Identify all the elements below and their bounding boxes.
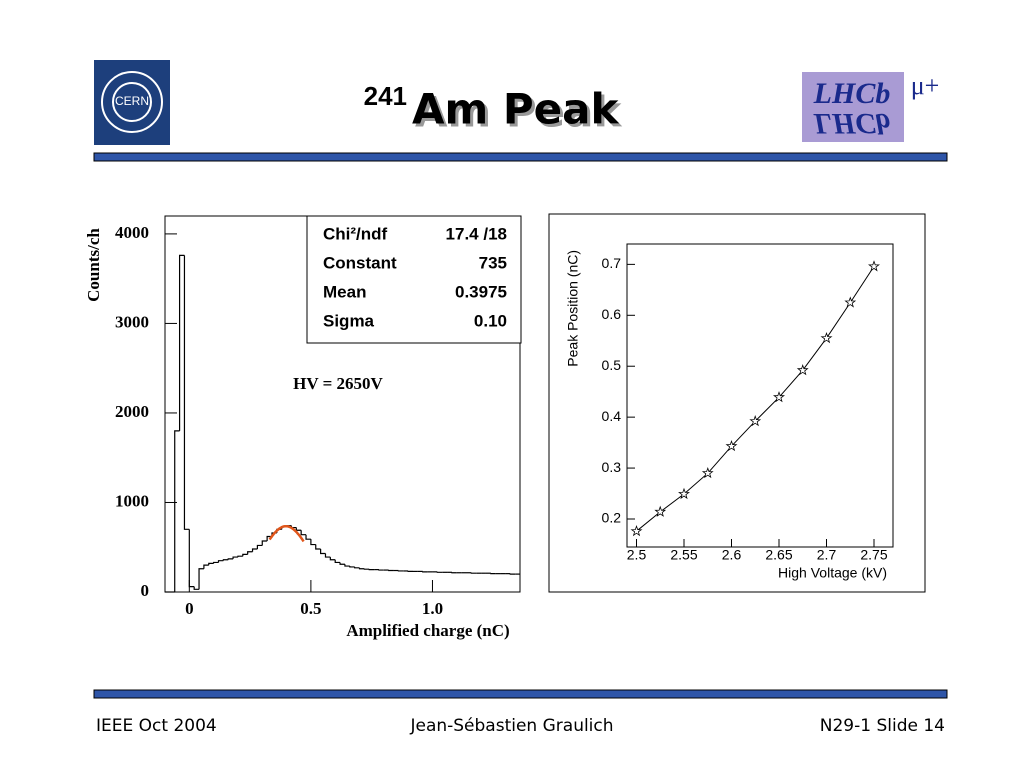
x-axis-title: High Voltage (kV) (778, 565, 887, 581)
histogram-bin (217, 560, 224, 563)
cern-text: CERN (115, 94, 149, 108)
footer-bar (93, 689, 948, 699)
right-chart-frame (548, 213, 926, 593)
histogram-bin (174, 430, 180, 592)
histogram-bin (247, 551, 253, 555)
point-marker (654, 505, 667, 517)
histogram-bin (339, 562, 345, 565)
histogram-bin (256, 544, 263, 550)
stats-value: 0.3975 (455, 282, 507, 301)
histogram-bin (354, 566, 360, 569)
x-tick-label: 0.5 (300, 599, 321, 618)
histogram-bin (193, 586, 200, 590)
histogram-bin (315, 544, 321, 550)
stats-label: Sigma (323, 311, 375, 330)
histogram-bin (227, 558, 234, 560)
x-tick-label: 2.5 (627, 547, 647, 563)
y-tick-label: 3000 (115, 312, 149, 331)
y-axis-title: Peak Position (nC) (565, 250, 581, 367)
fit-curve (268, 524, 305, 543)
point-marker (820, 331, 833, 344)
stats-value: 735 (479, 253, 507, 272)
y-tick-label: 2000 (115, 402, 149, 421)
stats-label: Constant (323, 253, 397, 272)
header-bar (93, 152, 948, 162)
point-marker (773, 391, 785, 403)
histogram-bin (305, 534, 311, 540)
histogram-bin (349, 566, 355, 568)
lhcb-logo-part (904, 72, 946, 142)
x-tick-label: 2.6 (722, 547, 742, 563)
histogram-bin (178, 254, 185, 431)
histogram-bin (251, 548, 258, 552)
point-marker (844, 296, 857, 308)
stats-box (306, 215, 522, 344)
histogram-bin (232, 556, 238, 559)
stats-value: 17.4 /18 (446, 224, 507, 243)
y-tick-label: 0 (141, 581, 150, 600)
x-tick-label: 2.7 (817, 547, 837, 563)
histogram-bin (320, 549, 326, 555)
cern-ring (101, 71, 163, 133)
y-tick-label: 0.3 (602, 459, 622, 475)
stats-label: Mean (323, 282, 366, 301)
histogram-bin (344, 564, 350, 567)
histogram-bin (261, 540, 268, 546)
y-tick-label: 1000 (115, 491, 149, 510)
lhcb-mirror: LHCb (813, 107, 891, 140)
cern-ring (112, 82, 152, 122)
x-tick-label: 1.0 (422, 599, 443, 618)
x-tick-label: 2.65 (765, 547, 792, 563)
y-tick-label: 0.4 (602, 408, 622, 424)
histogram-bin (208, 562, 214, 566)
y-axis-title: Counts/ch (84, 228, 103, 302)
histogram-bin (295, 527, 302, 531)
histogram-bin (183, 255, 190, 530)
y-tick-label: 4000 (115, 223, 149, 242)
y-tick-label: 0.6 (602, 306, 622, 322)
title-shadow: Am Peak (415, 88, 623, 137)
y-tick-label: 0.7 (602, 255, 622, 271)
histogram-bin (203, 564, 209, 569)
histogram-bin (213, 561, 219, 564)
stats-label: Chi²/ndf (323, 224, 388, 243)
histogram-bin (188, 529, 195, 588)
histogram-bin (198, 568, 204, 590)
histogram-bin (300, 530, 307, 536)
lhcb-text: LHCb (813, 77, 891, 110)
y-tick-label: 0.5 (602, 357, 622, 373)
histogram-bin (222, 559, 229, 561)
title-superscript: 241 (364, 81, 407, 111)
point-marker (725, 439, 738, 452)
histogram-bin (329, 557, 336, 561)
histogram-bin (310, 539, 316, 546)
x-tick-label: 2.55 (670, 547, 697, 563)
y-tick-label: 0.2 (602, 510, 622, 526)
lhcb-symbol: μ+ (911, 71, 940, 100)
point-marker (749, 414, 762, 427)
histogram-bin (242, 553, 248, 557)
histogram-bin (237, 555, 243, 558)
histogram-bin (358, 567, 365, 570)
annotation: HV = 2650V (293, 374, 383, 393)
stats-value: 0.10 (474, 311, 507, 330)
footer-right: N29-1 Slide 14 (820, 716, 945, 736)
point-marker (701, 466, 714, 479)
point-marker (678, 487, 690, 500)
plot-frame (626, 243, 894, 548)
title: Am Peak (412, 85, 620, 134)
footer-left: IEEE Oct 2004 (96, 716, 217, 736)
footer-center: Jean-Sébastien Graulich (409, 716, 613, 736)
x-tick-label: 2.75 (860, 547, 887, 563)
histogram-bin (334, 559, 341, 564)
point-marker (630, 524, 643, 537)
x-tick-label: 0 (185, 599, 194, 618)
histogram-bin (324, 553, 331, 558)
cern-logo (94, 60, 170, 145)
point-marker (868, 260, 880, 272)
x-axis-title: Amplified charge (nC) (346, 621, 509, 640)
point-marker (796, 364, 809, 376)
